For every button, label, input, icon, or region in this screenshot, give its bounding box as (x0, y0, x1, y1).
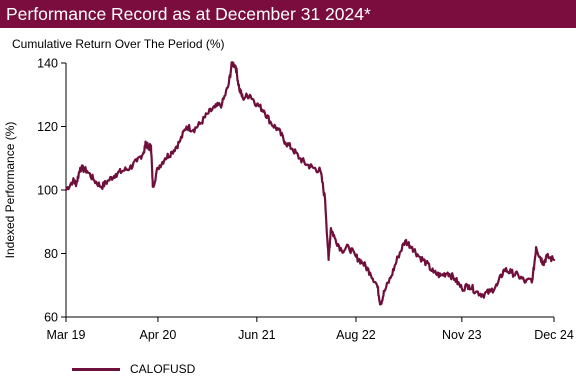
x-tick-label: Mar 19 (47, 328, 86, 342)
x-tick-label: Nov 23 (442, 328, 482, 342)
x-tick-label: Jun 21 (238, 328, 276, 342)
legend-swatch (72, 367, 120, 371)
y-tick-label: 80 (44, 247, 58, 261)
legend: CALOFUSD (72, 361, 195, 377)
page-title: Performance Record as at December 31 202… (6, 4, 371, 24)
chart-title: Cumulative Return Over The Period (%) (12, 37, 225, 51)
y-tick-label: 140 (37, 57, 58, 71)
x-tick-label: Aug 22 (336, 328, 376, 342)
y-tick-label: 100 (37, 184, 58, 198)
x-tick-label: Apr 20 (140, 328, 177, 342)
y-tick-label: 120 (37, 120, 58, 134)
y-tick-label: 60 (44, 311, 58, 325)
series-line-0 (64, 61, 556, 306)
page-header: Performance Record as at December 31 202… (0, 0, 576, 28)
x-tick-label: Dec 24 (534, 328, 574, 342)
legend-label: CALOFUSD (130, 362, 196, 376)
